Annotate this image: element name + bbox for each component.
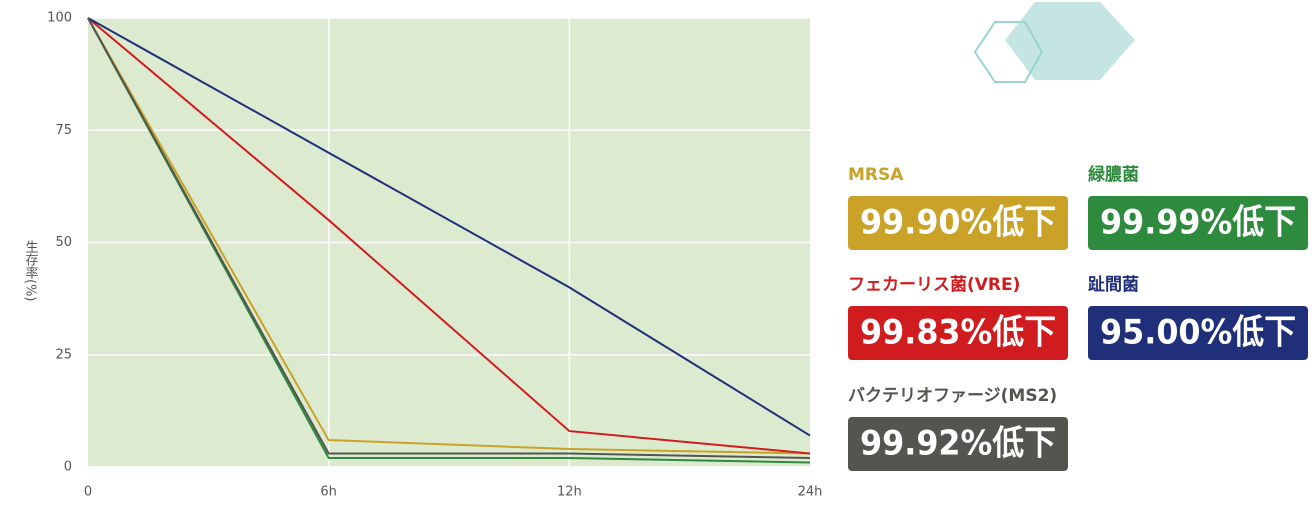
x-tick-label: 24h — [798, 485, 823, 500]
badge-value: 99.90%低下 — [860, 203, 1056, 243]
y-tick-label: 100 — [47, 11, 72, 26]
x-tick-label: 12h — [557, 485, 582, 500]
badge-box — [1088, 196, 1308, 250]
series-line — [87, 17, 811, 455]
badge-box — [848, 196, 1068, 250]
badge-box — [1088, 306, 1308, 360]
badge-value: 99.92%低下 — [860, 424, 1056, 464]
series-line — [87, 17, 811, 464]
y-tick-label: 50 — [55, 235, 72, 250]
badge-value: 99.99%低下 — [1100, 203, 1296, 243]
y-tick-label: 75 — [55, 123, 72, 138]
y-tick-label: 25 — [55, 347, 72, 362]
badge-value: 95.00%低下 — [1100, 313, 1296, 353]
legend-label: MRSA — [848, 165, 904, 185]
hexagon — [1005, 2, 1135, 80]
badge-box — [848, 417, 1068, 471]
hexagon-outline — [973, 21, 1044, 83]
legend-label: 緑膿菌 — [1088, 164, 1139, 185]
badge-value: 99.83%低下 — [860, 313, 1056, 353]
legend-label: バクテリオファージ(MS2) — [848, 386, 1057, 406]
legend-label: フェカーリス菌(VRE) — [848, 275, 1020, 295]
y-tick-label: 0 — [64, 460, 72, 475]
x-tick-label: 0 — [84, 485, 92, 500]
badge-box — [848, 306, 1068, 360]
series-line — [87, 17, 811, 460]
series-line — [87, 17, 811, 455]
legend-label: 趾間菌 — [1088, 274, 1139, 295]
x-tick-label: 6h — [320, 485, 337, 500]
series-line — [87, 17, 811, 437]
y-axis-label: 生存率(%) — [23, 240, 39, 302]
